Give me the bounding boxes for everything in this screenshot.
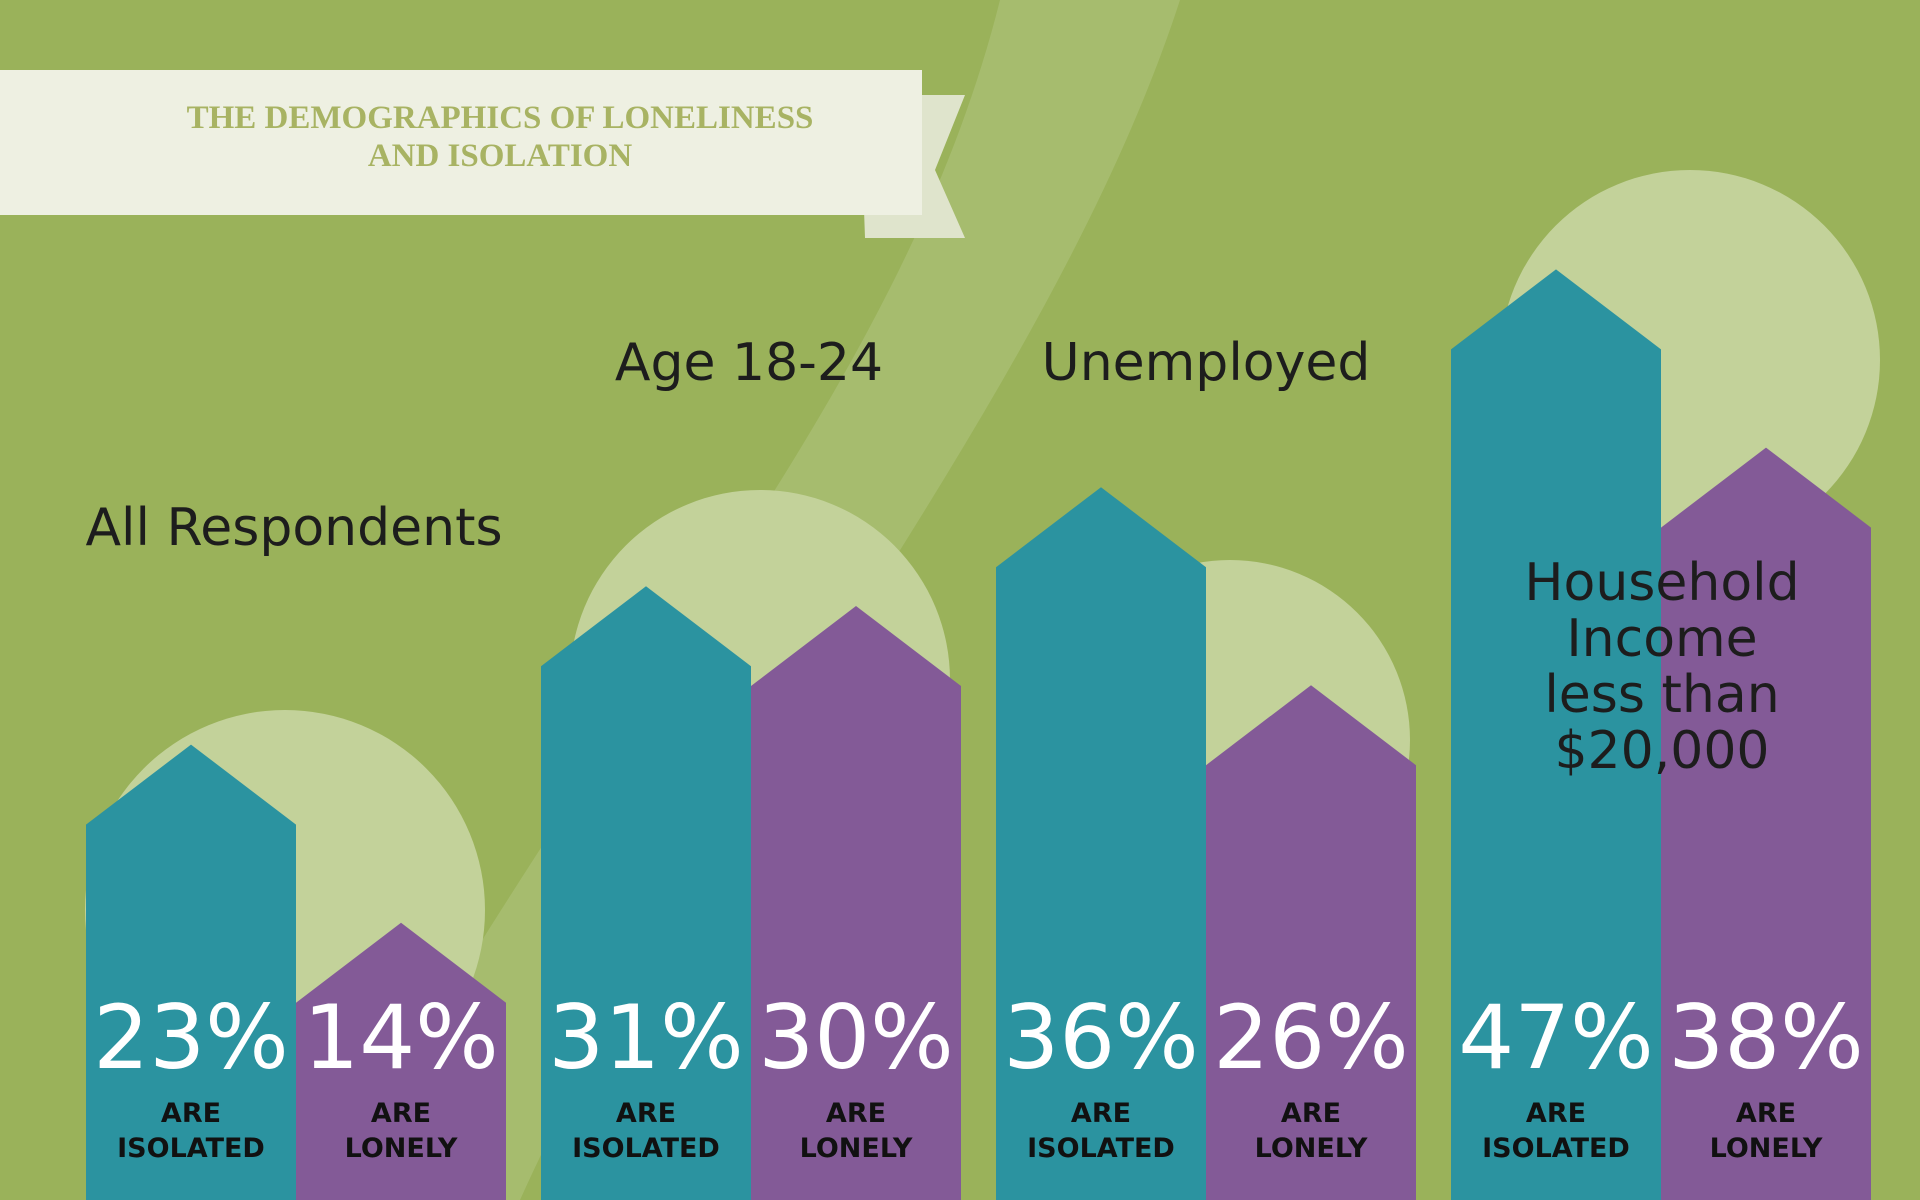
series-caption: ARE LONELY bbox=[799, 1098, 913, 1165]
bar bbox=[996, 487, 1206, 1200]
series-caption: ARE LONELY bbox=[344, 1098, 458, 1165]
series-caption: ARE ISOLATED bbox=[1482, 1098, 1630, 1165]
bar bbox=[1451, 269, 1661, 1200]
series-caption: ARE LONELY bbox=[1709, 1098, 1823, 1165]
series-caption: ARE ISOLATED bbox=[117, 1098, 265, 1165]
value-label: 47% bbox=[1458, 986, 1654, 1089]
category-label: All Respondents bbox=[85, 498, 503, 558]
series-caption: ARE ISOLATED bbox=[572, 1098, 720, 1165]
value-label: 31% bbox=[548, 986, 744, 1089]
category-label: Unemployed bbox=[1041, 333, 1371, 393]
banner bbox=[0, 70, 922, 215]
bar bbox=[541, 586, 751, 1200]
chart-title: THE DEMOGRAPHICS OF LONELINESS AND ISOLA… bbox=[186, 100, 814, 174]
bar bbox=[1206, 685, 1416, 1200]
value-label: 23% bbox=[93, 986, 289, 1089]
value-label: 14% bbox=[303, 986, 499, 1089]
value-label: 26% bbox=[1213, 986, 1409, 1089]
series-caption: ARE LONELY bbox=[1254, 1098, 1368, 1165]
category-label: Age 18-24 bbox=[614, 333, 884, 393]
value-label: 38% bbox=[1668, 986, 1864, 1089]
category-label: Household Income less than $20,000 bbox=[1524, 553, 1800, 782]
value-label: 30% bbox=[758, 986, 954, 1089]
bar bbox=[1661, 447, 1871, 1200]
bar bbox=[751, 606, 961, 1200]
value-label: 36% bbox=[1003, 986, 1199, 1089]
series-caption: ARE ISOLATED bbox=[1027, 1098, 1175, 1165]
bar bbox=[86, 744, 296, 1200]
bar bbox=[296, 922, 506, 1200]
